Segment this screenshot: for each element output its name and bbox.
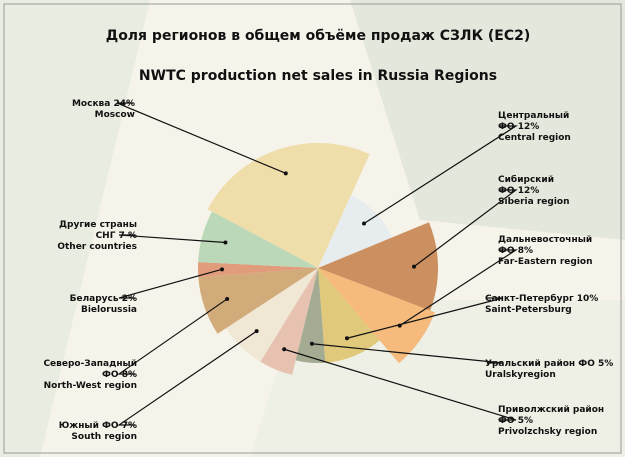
label-line: Other countries	[57, 242, 137, 252]
label-line: South region	[71, 432, 137, 442]
label-line: Far-Eastern region	[498, 257, 593, 267]
label-line: Другие страны	[59, 220, 137, 230]
leader-dot	[284, 171, 288, 175]
leader-dot	[282, 347, 286, 351]
leader-dot	[412, 265, 416, 269]
label-line: Moscow	[95, 110, 135, 120]
label-line: Privolzchsky region	[498, 427, 597, 437]
label-line: Uralskyregion	[485, 370, 556, 380]
label-line: ФО 8%	[102, 370, 137, 380]
chart-title: Доля регионов в общем объёме продаж СЗЛК…	[106, 28, 531, 44]
label-line: Южный ФО 7%	[59, 421, 137, 431]
label-line: Сибирский	[498, 174, 554, 185]
label-line: Уральский район ФО 5%	[485, 359, 613, 369]
leader-dot	[255, 329, 259, 333]
label-line: North-West region	[44, 381, 137, 391]
leader-dot	[362, 222, 366, 226]
label-line: Дальневосточный	[498, 235, 592, 245]
label-line: Saint-Petersburg	[485, 305, 572, 315]
leader-dot	[345, 336, 349, 340]
leader-dot	[310, 342, 314, 346]
label-line: ФО 12%	[498, 122, 539, 132]
label-line: Siberia region	[498, 197, 570, 207]
label-line: Bielorussia	[81, 305, 137, 315]
leader-dot	[220, 267, 224, 271]
leader-dot	[225, 297, 229, 301]
label-line: Москва 24%	[72, 99, 135, 109]
label-line: Северо-Западный	[43, 359, 137, 369]
leader-dot	[223, 241, 227, 245]
chart-subtitle: NWTC production net sales in Russia Regi…	[139, 68, 497, 84]
label-line: Central region	[498, 133, 571, 143]
label-line: Центральный	[498, 111, 569, 121]
chart: Доля регионов в общем объёме продаж СЗЛК…	[0, 0, 625, 457]
label-line: ФО 5%	[498, 416, 533, 426]
label-line: ФО 12%	[498, 186, 539, 196]
label-line: Приволжский район	[498, 405, 604, 415]
